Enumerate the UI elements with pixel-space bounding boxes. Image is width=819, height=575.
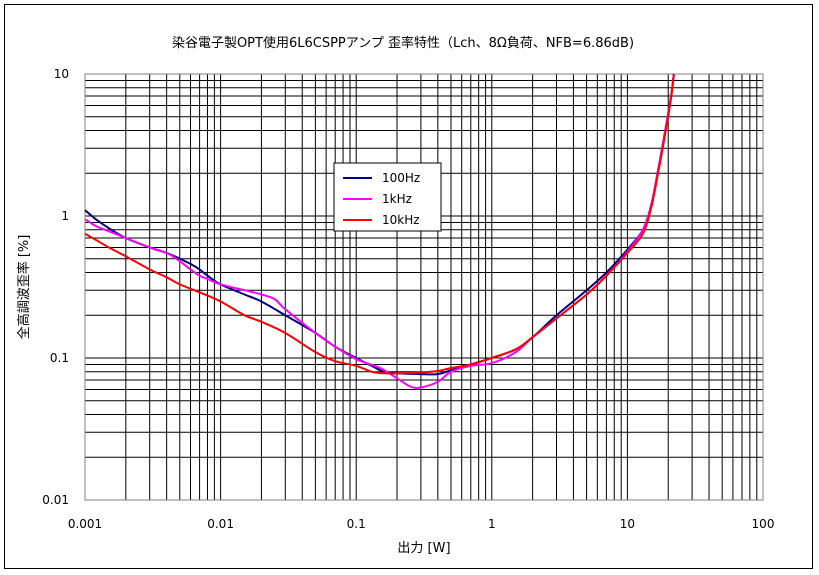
y-tick-label: 0.01 (42, 493, 69, 507)
legend-label: 10kHz (382, 213, 420, 227)
chart-frame (4, 4, 813, 569)
x-tick-label: 100 (752, 517, 775, 531)
series-line-100Hz (84, 73, 675, 376)
y-axis-label: 全高調波歪率 [%] (16, 235, 32, 340)
y-tick-label: 1 (61, 209, 69, 223)
x-tick-label: 0.01 (207, 517, 234, 531)
x-tick-label: 10 (620, 517, 635, 531)
x-axis-label: 出力 [W] (397, 541, 450, 556)
legend: 100Hz 1kHz 10kHz (333, 162, 442, 232)
x-tick-label: 0.001 (68, 517, 102, 531)
legend-label: 100Hz (382, 171, 420, 185)
x-tick-label: 1 (488, 517, 496, 531)
plot-area-border (84, 73, 764, 501)
grid-lines (85, 74, 763, 500)
y-tick-labels: 0.01 0.1 1 10 (42, 67, 69, 507)
legend-label: 1kHz (382, 192, 412, 206)
series-line-10kHz (84, 73, 675, 375)
legend-items: 100Hz 1kHz 10kHz (343, 171, 420, 227)
x-tick-labels: 0.001 0.01 0.1 1 10 100 (68, 517, 775, 531)
x-tick-label: 0.1 (347, 517, 366, 531)
y-tick-label: 0.1 (50, 351, 69, 365)
chart-title: 染谷電子製OPT使用6L6CSPPアンプ 歪率特性（Lch、8Ω負荷、NFB=6… (172, 35, 634, 51)
y-tick-label: 10 (54, 67, 69, 81)
series-layer (84, 73, 675, 389)
